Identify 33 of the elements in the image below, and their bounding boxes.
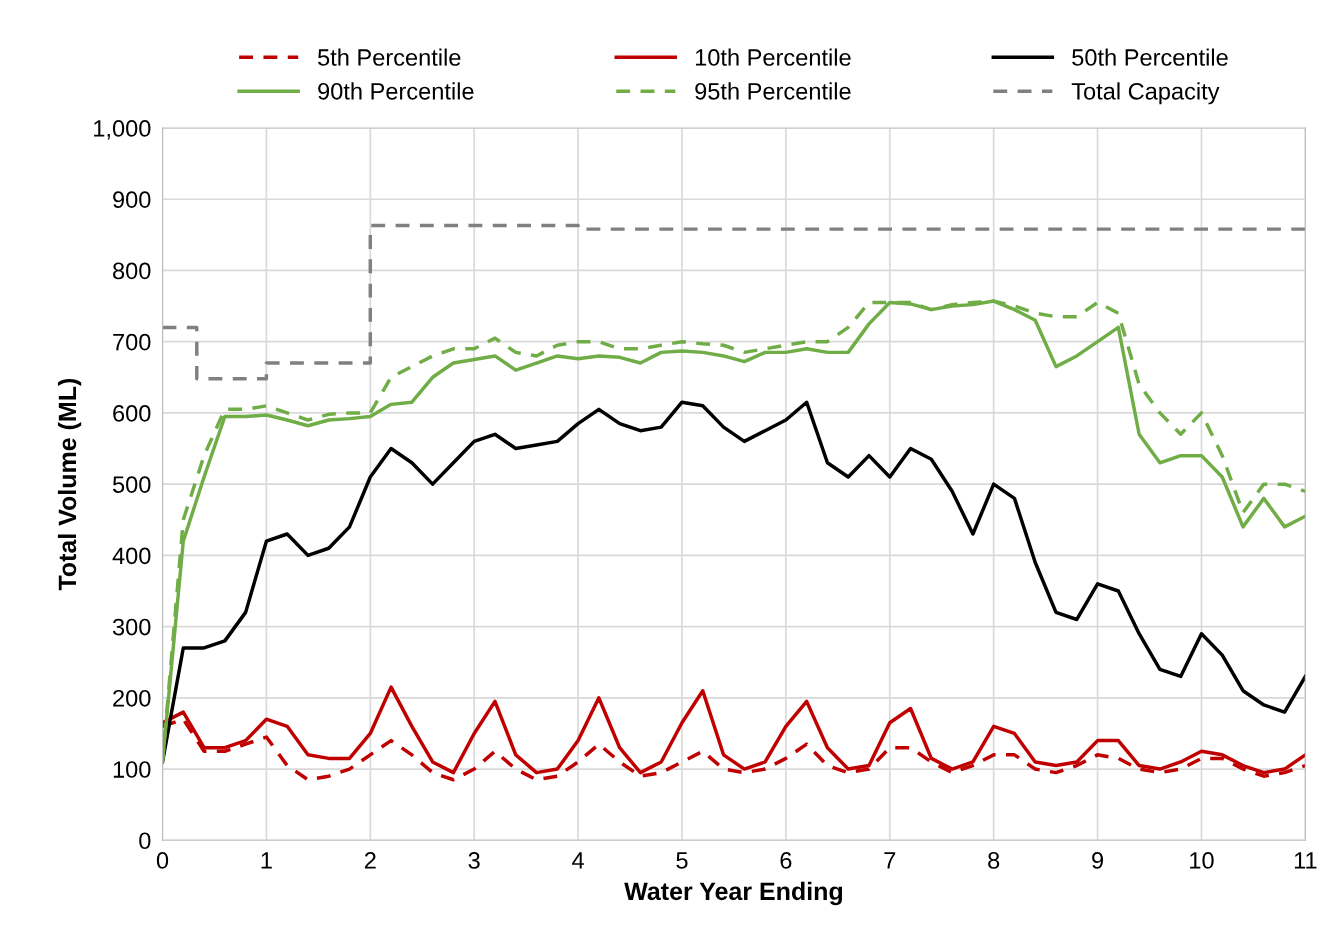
x-tick-label: 11 <box>1294 852 1317 869</box>
x-tick-label: 6 <box>780 852 792 869</box>
x-tick-label: 1 <box>261 852 272 869</box>
y-tick-label: 1,000 <box>94 120 151 140</box>
y-tick-label: 100 <box>113 761 151 778</box>
y-tick-label: 0 <box>139 832 151 850</box>
legend-label: 50th Percentile <box>1072 48 1228 66</box>
legend-label: 95th Percentile <box>695 82 851 100</box>
legend-label: Total Capacity <box>1071 82 1220 105</box>
x-tick-label: 4 <box>572 852 584 869</box>
line-series <box>162 223 1306 381</box>
x-tick-label: 10 <box>1190 852 1214 869</box>
legend-label: 90th Percentile <box>318 82 474 100</box>
y-tick-label: 500 <box>112 476 151 493</box>
y-tick-label: 600 <box>113 404 151 422</box>
line-series <box>162 400 1306 764</box>
x-axis-title: Water Year Ending <box>624 881 843 906</box>
y-tick-label: 700 <box>113 333 151 351</box>
y-tick-label: 900 <box>113 191 151 208</box>
legend-label: 5th Percentile <box>318 48 461 66</box>
legend-label: 10th Percentile <box>695 48 851 66</box>
y-tick-label: 800 <box>113 262 151 280</box>
x-tick-label: 9 <box>1092 852 1104 869</box>
x-tick-label: 0 <box>156 852 169 869</box>
x-tick-label: 3 <box>468 852 480 869</box>
y-axis-title: Total Volume (ML) <box>57 378 82 591</box>
x-tick-label: 5 <box>676 852 688 869</box>
y-tick-label: 400 <box>112 547 151 565</box>
y-tick-label: 200 <box>113 689 151 707</box>
x-tick-label: 2 <box>364 852 376 869</box>
x-tick-label: 7 <box>884 852 896 869</box>
y-tick-label: 300 <box>112 618 151 636</box>
x-tick-label: 8 <box>988 852 1000 869</box>
